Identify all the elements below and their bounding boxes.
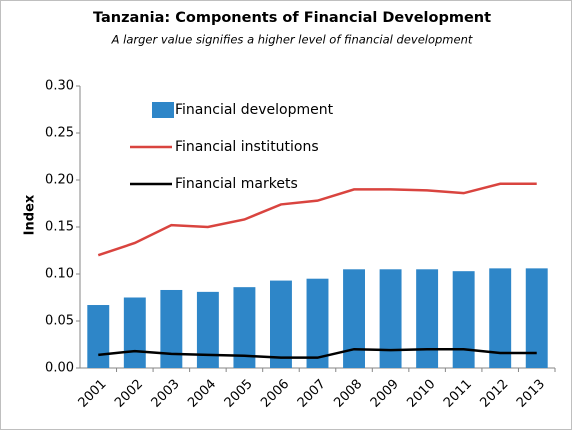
line	[97, 182, 537, 257]
y-tick-label: 0.30	[45, 79, 74, 94]
legend-label: Financial markets	[175, 176, 298, 192]
bar	[416, 269, 439, 368]
bar	[489, 268, 512, 368]
y-tick-label: 0.05	[45, 314, 74, 329]
line	[98, 347, 537, 359]
chart-subtitle: A larger value signifies a higher level …	[111, 33, 473, 47]
y-axis-label: Index	[23, 194, 38, 235]
chart-title: Tanzania: Components of Financial Develo…	[93, 10, 491, 26]
y-tick-label: 0.15	[45, 220, 74, 235]
legend-label: Financial institutions	[175, 139, 319, 155]
y-tick-label: 0.00	[45, 361, 74, 376]
bar	[196, 291, 219, 368]
legend-label: Financial development	[175, 102, 334, 118]
y-tick-label: 0.20	[45, 173, 74, 188]
bar	[343, 269, 365, 368]
bar	[123, 297, 146, 368]
legend-swatch	[152, 102, 174, 118]
y-tick-label: 0.25	[45, 126, 74, 141]
bar	[525, 268, 548, 368]
bar	[379, 269, 402, 368]
y-tick-label: 0.10	[45, 267, 74, 282]
bar	[452, 271, 475, 368]
bar	[306, 278, 329, 368]
bar	[87, 305, 110, 368]
bar	[270, 280, 292, 368]
bar	[160, 289, 183, 368]
bar	[233, 287, 256, 368]
